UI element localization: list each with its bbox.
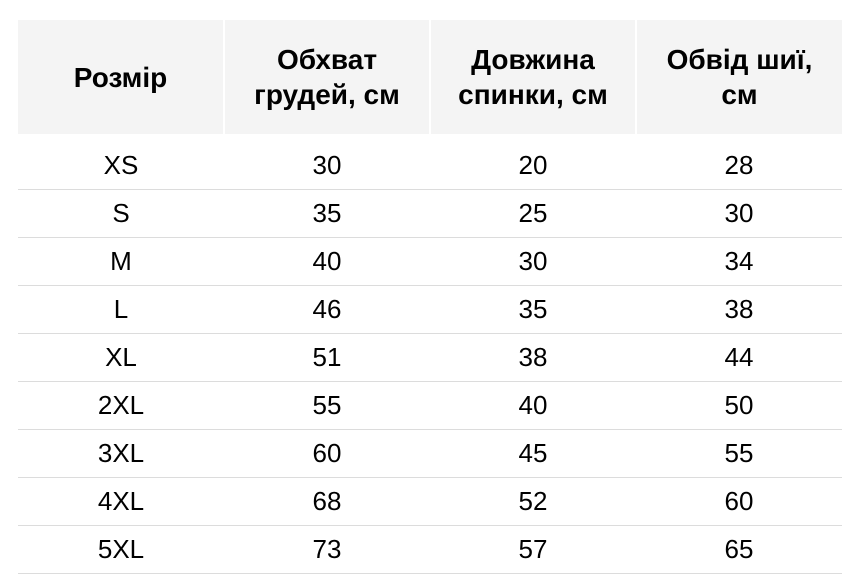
cell-size: XL xyxy=(18,334,224,382)
col-header-back: Довжина спинки, см xyxy=(430,20,636,134)
cell-chest: 30 xyxy=(224,134,430,190)
cell-neck: 38 xyxy=(636,286,842,334)
table-row: 3XL 60 45 55 xyxy=(18,430,842,478)
cell-size: S xyxy=(18,190,224,238)
cell-back: 38 xyxy=(430,334,636,382)
cell-chest: 51 xyxy=(224,334,430,382)
cell-back: 40 xyxy=(430,382,636,430)
col-header-size: Розмір xyxy=(18,20,224,134)
cell-chest: 35 xyxy=(224,190,430,238)
table-row: 5XL 73 57 65 xyxy=(18,526,842,574)
table-row: M 40 30 34 xyxy=(18,238,842,286)
cell-size: 4XL xyxy=(18,478,224,526)
cell-neck: 50 xyxy=(636,382,842,430)
cell-size: L xyxy=(18,286,224,334)
cell-back: 20 xyxy=(430,134,636,190)
cell-back: 57 xyxy=(430,526,636,574)
table-row: 2XL 55 40 50 xyxy=(18,382,842,430)
cell-back: 45 xyxy=(430,430,636,478)
table-header-row: Розмір Обхват грудей, см Довжина спинки,… xyxy=(18,20,842,134)
cell-back: 30 xyxy=(430,238,636,286)
cell-chest: 55 xyxy=(224,382,430,430)
cell-neck: 44 xyxy=(636,334,842,382)
cell-back: 25 xyxy=(430,190,636,238)
size-table: Розмір Обхват грудей, см Довжина спинки,… xyxy=(18,20,842,574)
cell-chest: 73 xyxy=(224,526,430,574)
cell-chest: 60 xyxy=(224,430,430,478)
cell-neck: 34 xyxy=(636,238,842,286)
cell-neck: 65 xyxy=(636,526,842,574)
cell-neck: 60 xyxy=(636,478,842,526)
cell-size: 3XL xyxy=(18,430,224,478)
cell-chest: 68 xyxy=(224,478,430,526)
cell-chest: 40 xyxy=(224,238,430,286)
table-row: XS 30 20 28 xyxy=(18,134,842,190)
cell-neck: 55 xyxy=(636,430,842,478)
cell-size: M xyxy=(18,238,224,286)
table-row: 4XL 68 52 60 xyxy=(18,478,842,526)
cell-back: 35 xyxy=(430,286,636,334)
cell-back: 52 xyxy=(430,478,636,526)
table-row: L 46 35 38 xyxy=(18,286,842,334)
cell-size: 5XL xyxy=(18,526,224,574)
cell-neck: 30 xyxy=(636,190,842,238)
col-header-neck: Обвід шиї, см xyxy=(636,20,842,134)
cell-size: XS xyxy=(18,134,224,190)
col-header-chest: Обхват грудей, см xyxy=(224,20,430,134)
table-row: S 35 25 30 xyxy=(18,190,842,238)
cell-size: 2XL xyxy=(18,382,224,430)
table-body: XS 30 20 28 S 35 25 30 M 40 30 34 L 46 3… xyxy=(18,134,842,574)
cell-neck: 28 xyxy=(636,134,842,190)
cell-chest: 46 xyxy=(224,286,430,334)
table-row: XL 51 38 44 xyxy=(18,334,842,382)
